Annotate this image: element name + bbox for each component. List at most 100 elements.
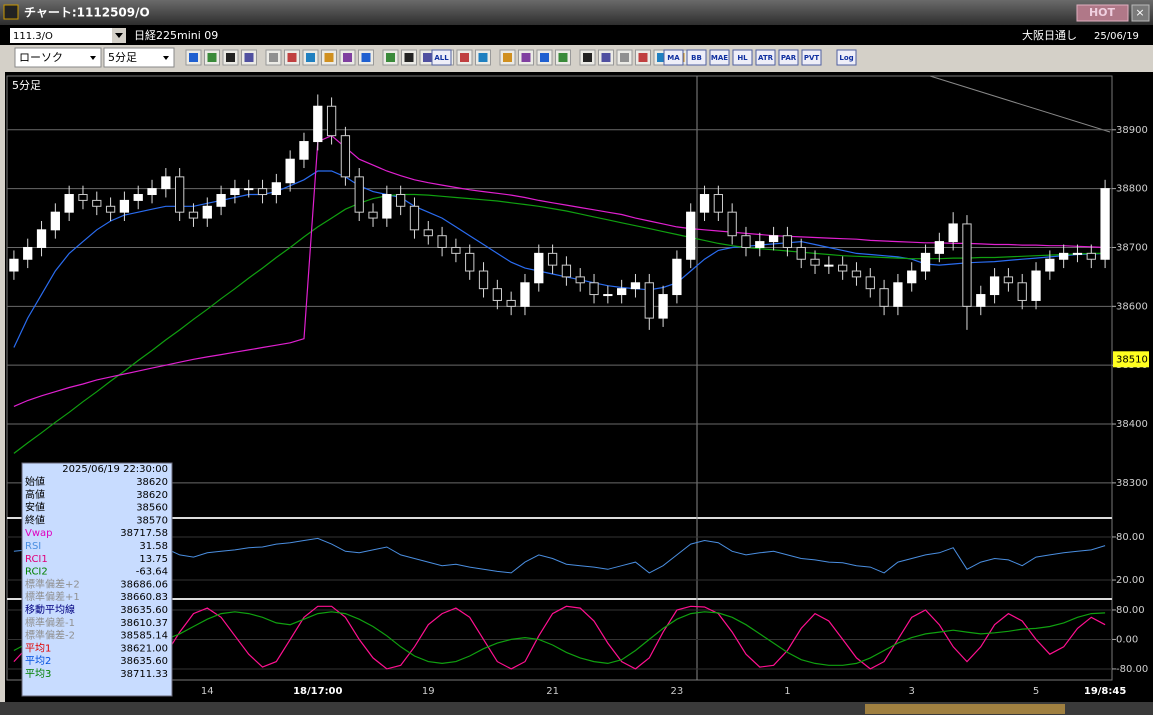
hot-label[interactable]: HOT	[1089, 6, 1116, 19]
info-label: 高値	[25, 488, 45, 501]
candle-body	[368, 211, 378, 219]
candle-body	[1072, 252, 1083, 255]
toolbar-button-label[interactable]: Log	[839, 54, 853, 62]
info-value: -63.64	[136, 567, 168, 578]
x-tick-label: 19/8:45	[1084, 686, 1126, 697]
candle-body	[782, 235, 793, 248]
candle-body	[699, 194, 710, 213]
candle-body	[492, 288, 502, 301]
candle-body	[354, 176, 364, 213]
info-value: 38560	[136, 503, 168, 514]
toolbar-button-label[interactable]: PAR	[781, 54, 797, 62]
y-tick-label: 80.00	[1116, 605, 1145, 616]
x-tick-label: 14	[201, 686, 214, 697]
candle-body	[340, 135, 351, 178]
info-label: 始値	[25, 475, 45, 488]
candle-body	[713, 194, 723, 213]
style-select[interactable]	[14, 47, 102, 68]
toolbar-button-label[interactable]: ATR	[758, 54, 774, 62]
candle-body	[175, 176, 185, 213]
toolbar-button-label[interactable]: MAE	[711, 54, 728, 62]
toolbar-glyph	[287, 53, 297, 62]
y-tick-label: 38800	[1116, 184, 1148, 195]
toolbar-glyph	[503, 53, 512, 62]
toolbar-button[interactable]	[801, 49, 822, 66]
candle-body	[547, 252, 558, 266]
candle-body	[520, 282, 530, 307]
toolbar-glyph	[638, 53, 648, 62]
interval-select[interactable]	[103, 47, 175, 68]
toolbar-button[interactable]	[778, 49, 799, 66]
symbol-input[interactable]	[10, 28, 126, 43]
hot-button[interactable]	[1076, 4, 1129, 22]
header-date: 25/06/19	[1094, 31, 1139, 42]
plot-frame	[6, 75, 1113, 681]
candle-body	[934, 241, 944, 254]
info-value: 38717.58	[120, 528, 168, 539]
toolbar-button[interactable]	[663, 49, 684, 66]
toolbar-glyph	[558, 53, 568, 62]
interval[interactable]: 5分足	[108, 51, 137, 64]
symbol[interactable]: 111.3/O	[13, 31, 53, 42]
info-value: 38585.14	[120, 631, 168, 642]
info-value: 38635.60	[120, 605, 168, 616]
toolbar-button[interactable]	[709, 49, 730, 66]
candle-body	[672, 258, 682, 296]
indicator-line	[13, 537, 1106, 574]
toolbar-button[interactable]	[686, 49, 707, 66]
candle-body	[396, 194, 406, 207]
close-button[interactable]	[1131, 4, 1150, 22]
candle-body	[893, 282, 903, 307]
candle-body	[326, 105, 337, 137]
candle-body	[465, 252, 475, 272]
toolbar-button[interactable]	[836, 49, 857, 66]
toolbar-button-label[interactable]: BB	[691, 54, 702, 62]
candle-body	[755, 241, 765, 248]
candle-body	[9, 258, 19, 272]
toolbar-button-label[interactable]: HL	[737, 54, 748, 62]
info-value: 38610.37	[120, 618, 168, 629]
candle-body	[1045, 258, 1055, 272]
dropdown-arrow	[115, 33, 123, 38]
chart-style[interactable]: ローソク	[19, 51, 63, 64]
candle-body	[1031, 270, 1041, 301]
x-tick-label: 18/17:00	[293, 686, 342, 697]
info-value: 38620	[136, 490, 168, 501]
info-label: 標準偏差-2	[25, 629, 75, 642]
toolbar-button[interactable]	[431, 49, 452, 66]
price-marker	[1113, 351, 1149, 368]
y-tick-label: 38300	[1116, 478, 1148, 489]
candle-body	[838, 264, 848, 272]
candle-body	[299, 141, 309, 160]
window-title: チャート:1112509/O	[24, 6, 150, 20]
indicator-line	[13, 605, 1106, 670]
info-value: 38570	[136, 515, 168, 526]
toolbar-button[interactable]	[732, 49, 753, 66]
toolbar-button-label[interactable]: MA	[667, 54, 680, 62]
app-icon	[3, 4, 19, 20]
candle-body	[1100, 188, 1110, 260]
info-label: 移動平均線	[25, 603, 75, 616]
info-value: 38620	[136, 477, 168, 488]
candle-body	[133, 194, 143, 201]
toolbar-button-label[interactable]: ALL	[434, 54, 449, 62]
candle-body	[948, 223, 958, 243]
candle-body	[1003, 276, 1014, 284]
candle-body	[64, 194, 74, 213]
candle-body	[423, 229, 433, 237]
candle-body	[188, 211, 199, 219]
candle-body	[313, 105, 323, 143]
toolbar-glyph	[189, 53, 198, 62]
close-label[interactable]: ×	[1135, 6, 1144, 19]
toolbar-button-label[interactable]: PVT	[804, 54, 820, 62]
instrument-name: 日経225mini 09	[134, 29, 218, 42]
candle-body	[105, 205, 116, 213]
info-label: RCI1	[25, 554, 48, 565]
scrollbar[interactable]	[0, 702, 1153, 715]
x-tick-label: 3	[909, 686, 915, 697]
toolbar-button[interactable]	[755, 49, 776, 66]
info-value: 31.58	[139, 541, 168, 552]
scroll-thumb[interactable]	[865, 704, 1065, 714]
info-label: 終値	[25, 513, 45, 526]
